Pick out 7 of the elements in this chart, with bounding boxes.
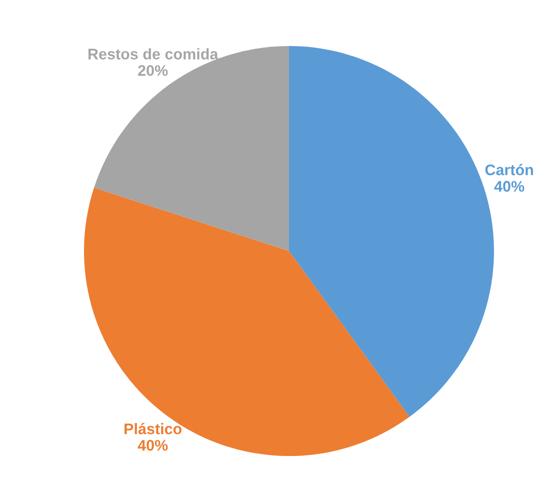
slice-label: Restos de comida [88, 48, 218, 60]
data-label: 20% [138, 65, 168, 76]
slice-label: Cartón [485, 164, 533, 176]
data-label: 40% [494, 180, 524, 192]
slice-label: Plástico [124, 422, 182, 434]
data-label: 40% [138, 440, 168, 451]
pie-slice [84, 188, 410, 456]
